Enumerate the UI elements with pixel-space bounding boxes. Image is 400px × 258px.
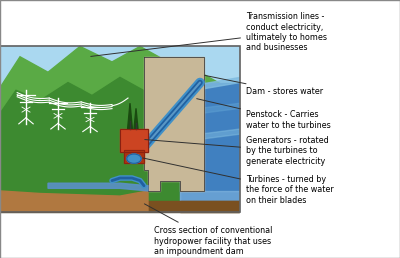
Polygon shape xyxy=(0,201,240,212)
Circle shape xyxy=(127,154,141,163)
Polygon shape xyxy=(144,57,204,191)
Bar xyxy=(120,129,148,152)
Bar xyxy=(120,129,148,152)
Bar xyxy=(0,46,240,212)
Text: Dam - stores water: Dam - stores water xyxy=(205,75,323,96)
Polygon shape xyxy=(180,77,240,93)
Polygon shape xyxy=(180,201,240,212)
Text: Turbines - turned by
the force of the water
on their blades: Turbines - turned by the force of the wa… xyxy=(143,158,334,205)
Polygon shape xyxy=(0,46,240,212)
Text: Penstock - Carries
water to the turbines: Penstock - Carries water to the turbines xyxy=(197,99,331,130)
Polygon shape xyxy=(0,191,148,212)
Polygon shape xyxy=(180,191,240,206)
Polygon shape xyxy=(48,183,148,191)
Polygon shape xyxy=(180,129,240,142)
Text: Generators - rotated
by the turbines to
generate electricity: Generators - rotated by the turbines to … xyxy=(145,136,329,166)
Text: Transmission lines -
conduct electricity,
ultimately to homes
and businesses: Transmission lines - conduct electricity… xyxy=(91,12,327,57)
Bar xyxy=(124,150,144,163)
Bar xyxy=(124,150,144,163)
Polygon shape xyxy=(180,103,240,116)
Polygon shape xyxy=(180,83,240,206)
Polygon shape xyxy=(134,108,138,129)
Bar xyxy=(0,46,240,212)
Text: Cross section of conventional
hydropower facility that uses
an impoundment dam: Cross section of conventional hydropower… xyxy=(144,204,272,256)
Polygon shape xyxy=(0,77,240,212)
Polygon shape xyxy=(128,103,132,129)
Bar xyxy=(240,0,400,258)
